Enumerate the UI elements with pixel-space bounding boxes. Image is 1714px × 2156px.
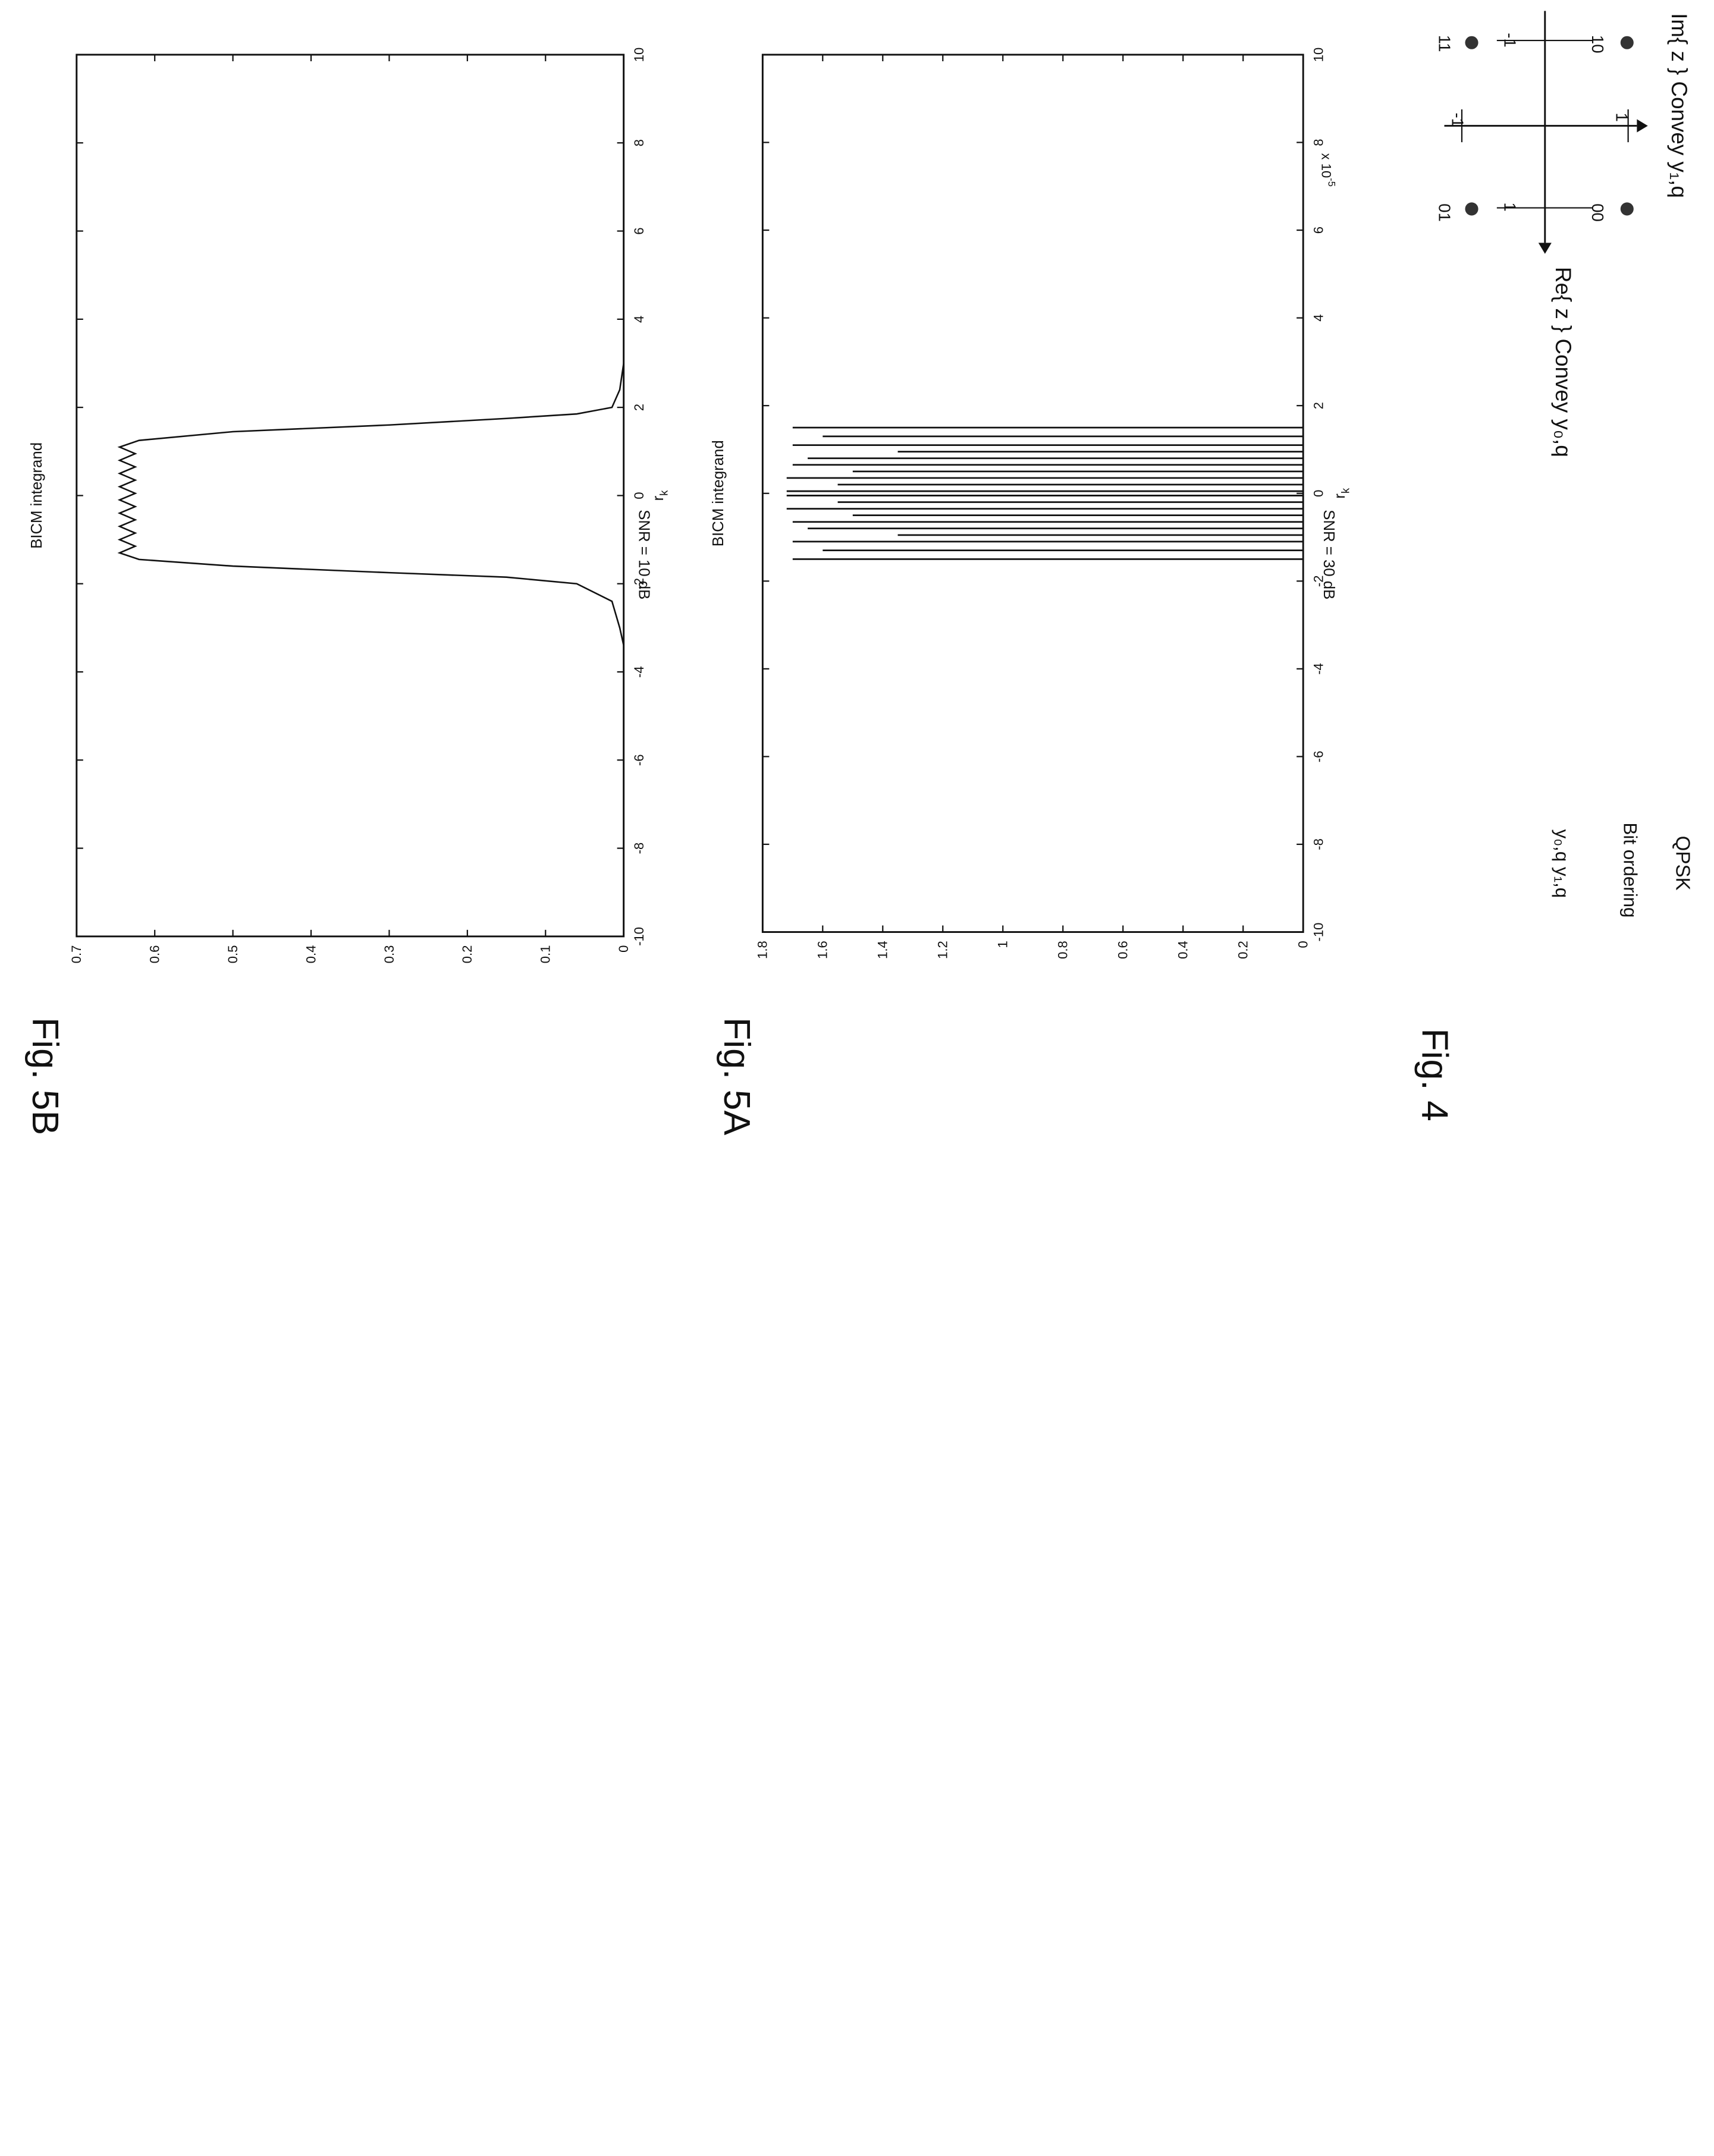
g5a-xtick-label: 2 [1311,402,1326,409]
g5b-xtick-label: -4 [632,666,646,678]
g5a-ytick-label: 0.8 [1056,941,1071,959]
fig5a-title: SNR = 30 dB [1320,510,1337,599]
fig4-point-01 [1465,202,1478,216]
g5a-xtick-label: -4 [1311,663,1326,675]
g5b-ytick-label: 0.4 [303,945,318,964]
g5b-xtick-label: 2 [632,404,646,411]
g5a-ytick-label: 1 [996,941,1010,948]
figure-sheet-svg: -10-8-6-4-2024681000.10.20.30.40.50.60.7… [24,11,1694,1135]
fig4-caption: Fig. 4 [1414,1028,1456,1121]
fig5a-y-axis-label: BICM integrand [710,440,727,546]
g5b-ytick-label: 0.6 [147,945,162,964]
g5a-xtick-label: -2 [1311,575,1326,587]
fig5a-plot-frame [761,54,1304,933]
g5a-ytick-label: 0.4 [1176,941,1191,959]
g5a-ytick-label: 1.4 [875,941,890,959]
fig5a-chart: -10 -8 -6 -4 -2 0 2 4 6 8 10 0 0.2 0.4 0.6 0.8 1 1.2 1.4 1.… [710,48,1351,959]
g5b-ytick-label: 0.3 [382,945,397,964]
g5a-xtick-label: 0 [1311,490,1326,497]
g5b-xtick-label: -8 [632,843,646,854]
g5a-xtick-label: 8 [1311,139,1326,146]
g5b-ytick-label: 0 [616,945,631,953]
fig4-point-label-11: 11 [1435,35,1454,52]
fig4-tick-label-re-neg: -1 [1501,33,1520,48]
g5a-ytick-label: 0.2 [1236,941,1251,959]
fig4-point-label-10: 10 [1589,35,1607,54]
g5b-ytick-label: 0.7 [69,945,84,964]
g5b-xtick-label: -10 [632,927,646,946]
g5b-xtick-label: 6 [632,227,646,234]
fig5a-x-axis-label: rk [1332,488,1351,499]
g5a-xtick-label: 6 [1311,227,1326,234]
fig4-point-label-00: 00 [1589,203,1607,222]
g5b-xtick-label: 0 [632,492,646,499]
g5b-xtick-label: 8 [632,139,646,146]
fig4-point-label-01: 01 [1435,203,1454,222]
fig4-bit-order-label: y₀,q y₁,q [1552,829,1572,898]
fig4-subtitle: Bit ordering [1619,823,1640,918]
g5a-ytick-label: 1.2 [936,941,950,959]
fig5a-caption: Fig. 5A [716,1017,758,1135]
g5b-ytick-label: 0.5 [225,945,240,964]
fig5b-caption: Fig. 5B [24,1017,66,1135]
fig4-tick-label-im-neg: -1 [1448,112,1467,127]
g5a-xtick-label: -10 [1311,923,1326,942]
fig4-im-axis-arrowhead [1637,119,1648,133]
g5a-ytick-label: 1.6 [815,941,830,959]
fig4-point-00 [1620,202,1634,216]
fig5b-y-axis-label: BICM integrand [29,442,45,549]
g5a-ytick-label: 0.6 [1116,941,1131,959]
g5a-xtick-label: -8 [1311,838,1326,850]
fig4-re-axis-arrowhead [1538,243,1552,254]
fig5b-series-line [117,54,624,936]
fig4-constellation: 1 -1 1 -1 10 00 11 01 Im{ z } Convey y₁,… [1414,11,1694,1121]
fig5b-plot-frame [76,54,625,938]
fig5a-y-multiplier: x 10-5 [1319,153,1337,187]
g5b-ytick-label: 0.1 [538,945,553,964]
fig5b-x-axis-label: rk [650,490,670,501]
fig4-point-10 [1620,36,1634,49]
fig4-im-axis-label: Im{ z } Convey y₁,q [1667,13,1691,198]
fig4-point-11 [1465,36,1478,49]
g5a-xtick-label: 10 [1311,48,1326,62]
g5b-xtick-label: 4 [632,316,646,323]
fig4-tick-label-re-pos: 1 [1501,202,1520,211]
g5a-ytick-label: 0 [1296,941,1311,948]
g5a-ytick-label: 1.8 [755,941,770,959]
g5a-xtick-label: 4 [1311,315,1326,322]
fig4-title: QPSK [1672,836,1694,891]
g5b-ytick-label: 0.2 [460,945,475,964]
g5b-xtick-label: 10 [632,48,646,62]
fig5b-title-text: SNR = 10 dB [635,510,652,599]
g5a-xtick-label: -6 [1311,751,1326,763]
fig4-re-axis-label: Re{ z } Convey y₀,q [1551,267,1575,457]
fig5b-chart: -10 -8 -6 -4 -2 0 2 4 6 8 10 0 0.1 0.2 0.3 0.4 0.5 0.6 0.7… [29,48,670,964]
g5b-xtick-label: -6 [632,754,646,766]
g5b-xtick-label: -2 [632,578,646,590]
fig4-tick-label-im-pos: 1 [1612,112,1631,121]
